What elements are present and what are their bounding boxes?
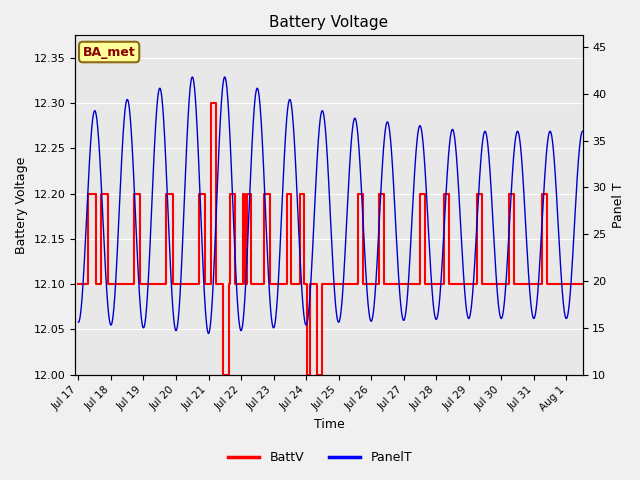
X-axis label: Time: Time bbox=[314, 419, 344, 432]
Y-axis label: Battery Voltage: Battery Voltage bbox=[15, 156, 28, 254]
Title: Battery Voltage: Battery Voltage bbox=[269, 15, 388, 30]
Text: BA_met: BA_met bbox=[83, 46, 136, 59]
Legend: BattV, PanelT: BattV, PanelT bbox=[223, 446, 417, 469]
Y-axis label: Panel T: Panel T bbox=[612, 182, 625, 228]
